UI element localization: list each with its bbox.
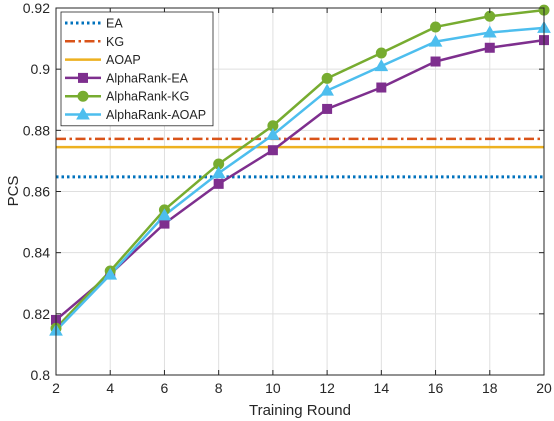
data-point-alpharank-aoap: [428, 34, 443, 47]
data-point-alpharank-aoap: [482, 25, 497, 38]
legend-marker-alpharank-ea: [78, 72, 88, 83]
y-tick-label: 0.86: [23, 184, 50, 200]
data-point-alpharank-kg: [375, 47, 387, 59]
y-tick-label: 0.84: [23, 245, 50, 261]
data-point-alpharank-ea: [430, 56, 441, 67]
y-tick-label: 0.9: [31, 61, 51, 77]
series-lines: [55, 8, 545, 332]
legend-label: AlphaRank-AOAP: [106, 108, 206, 122]
y-tick-label: 0.88: [23, 122, 50, 138]
x-tick-label: 14: [374, 380, 390, 396]
x-tick-label: 16: [428, 380, 444, 396]
data-point-alpharank-ea: [376, 82, 387, 93]
legend-marker-alpharank-kg: [77, 90, 89, 102]
x-tick-label: 6: [161, 380, 169, 396]
y-tick-label: 0.82: [23, 306, 50, 322]
x-tick-label: 18: [482, 380, 498, 396]
series-line-alpharank-ea: [55, 38, 545, 321]
x-tick-label: 12: [319, 380, 335, 396]
y-tick-label: 0.92: [23, 0, 50, 16]
data-markers: [49, 4, 551, 336]
data-point-alpharank-aoap: [266, 127, 280, 140]
legend-label: AOAP: [106, 53, 141, 67]
data-point-alpharank-kg: [430, 21, 442, 33]
x-tick-label: 20: [536, 380, 552, 396]
data-point-alpharank-aoap: [103, 267, 118, 280]
legend: EA KG AOAP AlphaRank-EA AlphaRank-KG AlphaRan…: [60, 11, 214, 127]
y-axis-label: PCS: [5, 176, 22, 207]
legend-label: AlphaRank-KG: [106, 90, 189, 104]
x-tick-label: 2: [52, 380, 60, 396]
data-point-alpharank-ea: [267, 145, 278, 156]
legend-marker-alpharank-aoap: [76, 107, 90, 120]
series-line-alpharank-kg: [55, 8, 545, 330]
data-point-alpharank-ea: [213, 178, 224, 189]
data-point-alpharank-aoap: [320, 83, 334, 96]
x-tick-label: 4: [106, 380, 114, 396]
axis-ticks: 2 4 6 8 10 12 14 16 18 20 0.8 0.82 0.84 0.86 0.88 0.9 0.…: [23, 0, 552, 396]
data-point-alpharank-aoap: [374, 59, 389, 72]
x-tick-label: 8: [215, 380, 223, 396]
data-point-alpharank-ea: [484, 42, 495, 53]
legend-label: EA: [106, 17, 123, 31]
data-point-alpharank-aoap: [211, 166, 226, 179]
y-tick-label: 0.8: [31, 367, 51, 383]
data-point-alpharank-aoap: [157, 208, 172, 221]
data-point-alpharank-ea: [322, 103, 333, 114]
series-line-alpharank-aoap: [55, 26, 545, 332]
legend-label: AlphaRank-EA: [106, 71, 189, 85]
x-tick-label: 10: [265, 380, 281, 396]
data-point-alpharank-ea: [159, 218, 170, 229]
x-axis-label: Training Round: [249, 402, 351, 419]
data-point-alpharank-kg: [321, 72, 333, 84]
legend-label: KG: [106, 35, 124, 49]
legend-box: [60, 11, 214, 127]
